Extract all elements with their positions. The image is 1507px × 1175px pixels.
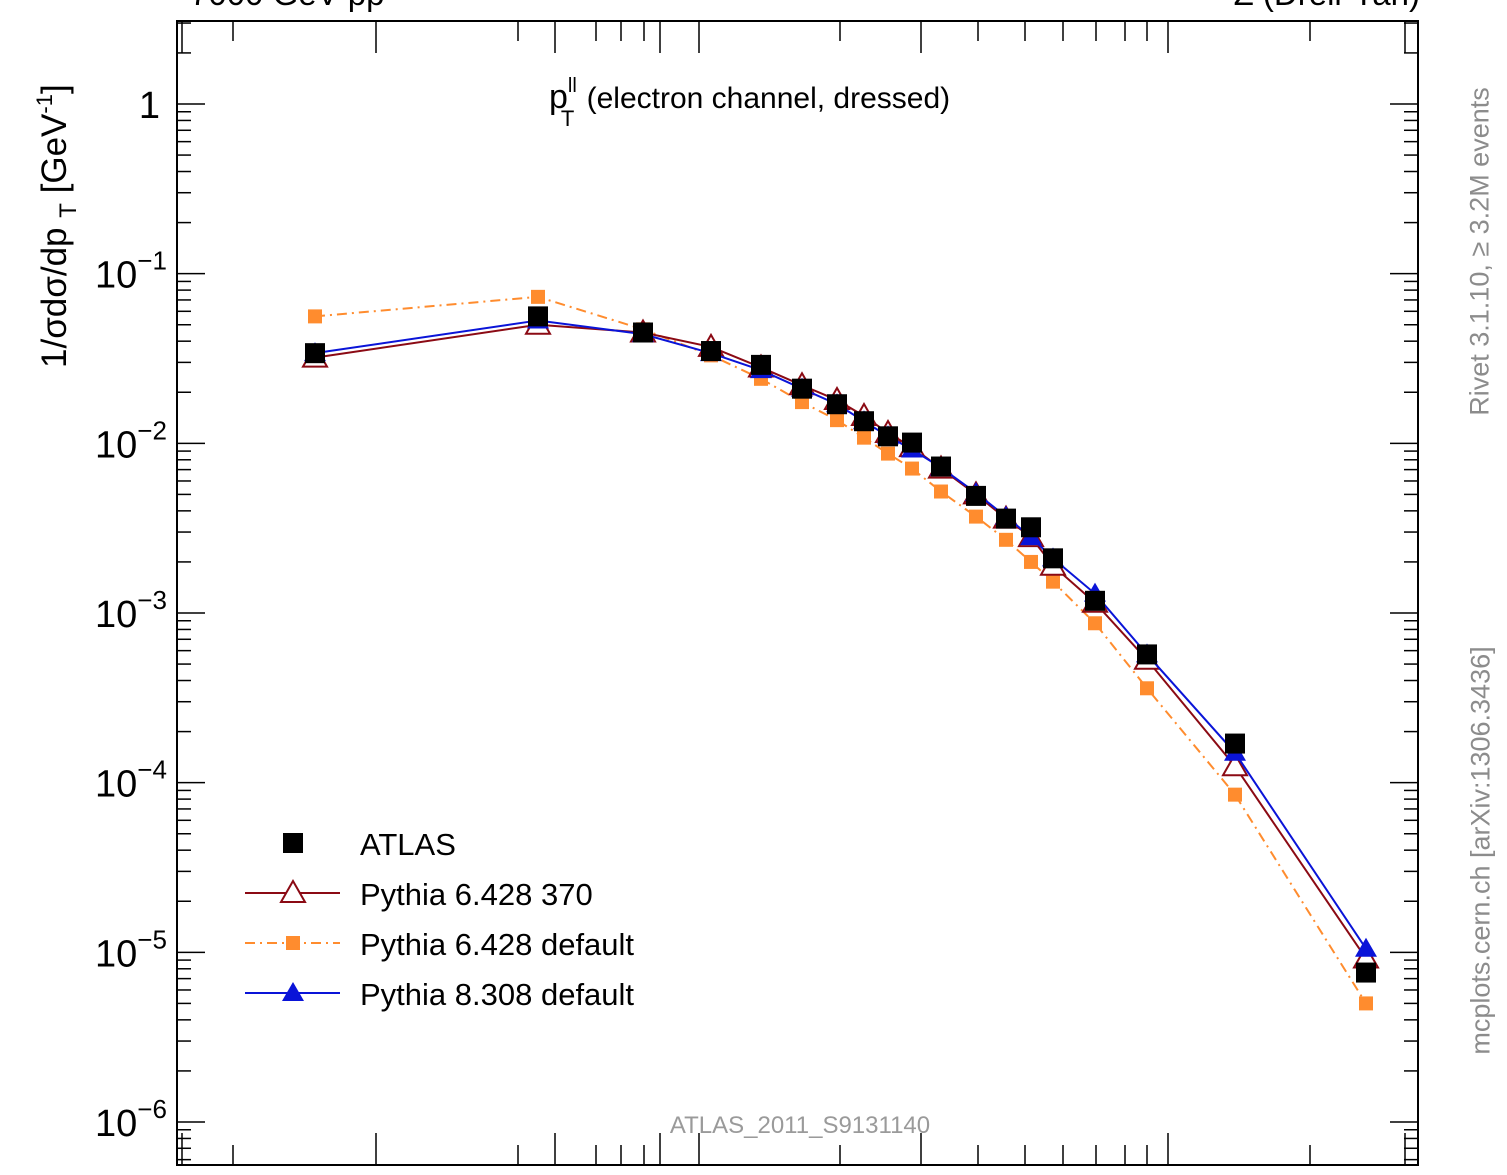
atlas-point <box>792 378 812 399</box>
atlas-point <box>1021 517 1041 538</box>
pythia6-default-point <box>1140 681 1154 696</box>
pythia8-point <box>282 982 304 1001</box>
y-tick-label: 10−2 <box>95 415 167 466</box>
legend: ATLAS Pythia 6.428 370 Pythia 6.428 defaul… <box>245 827 634 1012</box>
pythia6-default-point <box>969 509 983 524</box>
y-axis-label-text: 1/σdσ/dp <box>35 227 74 368</box>
pythia6-default-point <box>999 532 1013 547</box>
atlas-point <box>701 341 721 362</box>
title-rest: (electron channel, dressed) <box>578 82 950 115</box>
pythia6-default-point <box>830 413 844 428</box>
top-right-label: Z (Drell-Yan) <box>1234 0 1420 12</box>
atlas-point <box>528 306 548 327</box>
y-tick-label: 1 <box>139 85 160 127</box>
pythia6-370-point <box>279 878 307 903</box>
atlas-point <box>1085 590 1105 611</box>
y-tick-label-exponent: −6 <box>137 1094 167 1124</box>
header: 7000 GeV pp Z (Drell-Yan) <box>190 0 1420 12</box>
atlas-point <box>305 343 325 364</box>
pythia6-default-point <box>1088 616 1102 631</box>
pythia6-default-point <box>1359 996 1373 1011</box>
pythia6-370-point <box>1221 752 1249 777</box>
y-axis-label-unit: [GeV <box>35 113 74 203</box>
atlas-point <box>827 394 847 415</box>
legend-label: Pythia 8.308 default <box>360 977 634 1012</box>
watermark: ATLAS_2011_S9131140 <box>670 1112 930 1139</box>
title-p: p <box>549 78 568 116</box>
y-tick-label-exponent: −5 <box>137 924 167 954</box>
pythia6-default-point <box>857 430 871 445</box>
pythia6-default-point <box>308 309 322 324</box>
y-axis-label-bracket: ] <box>35 84 74 94</box>
series-group <box>301 289 1380 1011</box>
y-axis-label: 1/σdσ/dp T [GeV-1] <box>32 84 82 368</box>
pythia6-default-point <box>905 461 919 476</box>
series-pythia-6-428-default <box>308 289 1373 1011</box>
atlas-point <box>1225 733 1245 754</box>
y-tick-label-exponent: −1 <box>137 246 167 276</box>
y-tick-label: 10−1 <box>95 246 167 297</box>
legend-label: Pythia 6.428 default <box>360 927 634 962</box>
y-axis-label-exponent: -1 <box>32 94 57 114</box>
y-axis: 110−110−210−310−410−510−6 <box>95 22 1418 1161</box>
atlas-point <box>1137 644 1157 665</box>
title-subscript: T <box>561 106 574 131</box>
mcplots-source-label: mcplots.cern.ch [arXiv:1306.3436] <box>1465 646 1496 1055</box>
atlas-point <box>996 508 1016 529</box>
legend-label: Pythia 6.428 370 <box>360 877 593 912</box>
rivet-version-label: Rivet 3.1.10, ≥ 3.2M events <box>1464 87 1495 416</box>
x-axis <box>181 21 1406 1165</box>
y-tick-label: 10−6 <box>95 1094 167 1145</box>
pythia6-default-point <box>1046 574 1060 589</box>
y-tick-label-base: 10 <box>95 594 137 636</box>
pythia6-default-point <box>286 936 300 950</box>
pythia6-default-point <box>881 446 895 461</box>
y-tick-label-base: 10 <box>95 255 137 297</box>
pythia6-default-point <box>934 484 948 499</box>
plot-frame <box>176 20 1419 1166</box>
y-tick-label-base: 10 <box>95 424 137 466</box>
y-tick-label-exponent: −3 <box>137 585 167 615</box>
title-superscript: ll <box>568 75 577 97</box>
atlas-point <box>966 485 986 506</box>
y-tick-label: 10−4 <box>95 755 167 806</box>
chart-title: pll T (electron channel, dressed) <box>549 75 950 131</box>
top-left-label: 7000 GeV pp <box>190 0 385 12</box>
y-tick-label-base: 10 <box>95 933 137 975</box>
atlas-point <box>931 456 951 477</box>
series-atlas <box>305 306 1376 983</box>
pythia8-point <box>1355 937 1377 957</box>
atlas-point <box>854 411 874 432</box>
y-tick-label-base: 10 <box>95 764 137 806</box>
pythia6-default-point <box>1228 787 1242 802</box>
atlas-point <box>878 426 898 447</box>
pythia6-default-point <box>1024 554 1038 569</box>
y-tick-label-exponent: −4 <box>137 755 167 785</box>
atlas-point <box>283 833 303 853</box>
atlas-point <box>751 354 771 375</box>
y-tick-label: 10−3 <box>95 585 167 636</box>
plot-border <box>176 20 1419 1166</box>
atlas-point <box>902 432 922 453</box>
y-tick-label-exponent: −2 <box>137 415 167 445</box>
y-tick-label-base: 10 <box>95 1103 137 1145</box>
y-tick-label: 10−5 <box>95 924 167 975</box>
atlas-point <box>633 322 653 343</box>
legend-label: ATLAS <box>360 827 456 862</box>
atlas-point <box>1356 962 1376 983</box>
pythia6-default-point <box>531 289 545 304</box>
y-axis-label-subscript: T <box>55 203 82 218</box>
atlas-point <box>1043 548 1063 569</box>
